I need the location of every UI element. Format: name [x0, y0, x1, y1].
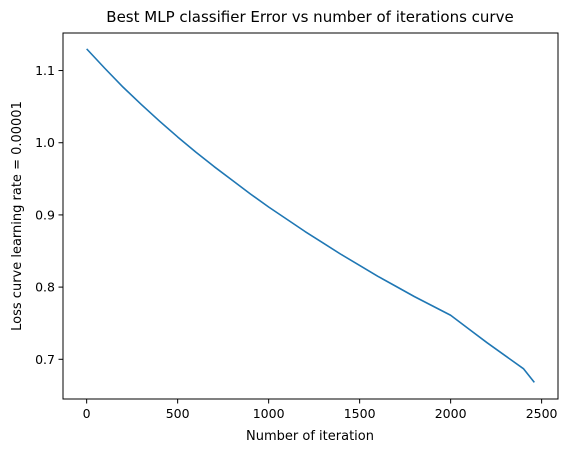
x-tick-label: 1500 [344, 406, 376, 421]
y-tick-label: 1.1 [35, 63, 55, 78]
x-tick-label: 0 [83, 406, 91, 421]
x-tick-label: 1000 [253, 406, 285, 421]
x-tick-label: 2500 [526, 406, 558, 421]
x-axis: 0 500 1000 1500 2000 2500 [83, 399, 558, 421]
x-tick-label: 2000 [435, 406, 467, 421]
y-axis: 0.7 0.8 0.9 1.0 1.1 [35, 63, 63, 367]
y-tick-label: 0.7 [35, 352, 55, 367]
chart-title: Best MLP classifier Error vs number of i… [106, 8, 513, 26]
y-tick-label: 0.8 [35, 280, 55, 295]
plot-area [86, 48, 535, 383]
plot-frame [62, 32, 559, 400]
y-tick-label: 1.0 [35, 135, 55, 150]
series-line-0 [86, 48, 535, 383]
x-tick-label: 500 [166, 406, 190, 421]
x-axis-label: Number of iteration [246, 429, 374, 444]
y-axis-label: Loss curve learning rate = 0.00001 [10, 101, 25, 331]
y-tick-label: 0.9 [35, 207, 55, 222]
